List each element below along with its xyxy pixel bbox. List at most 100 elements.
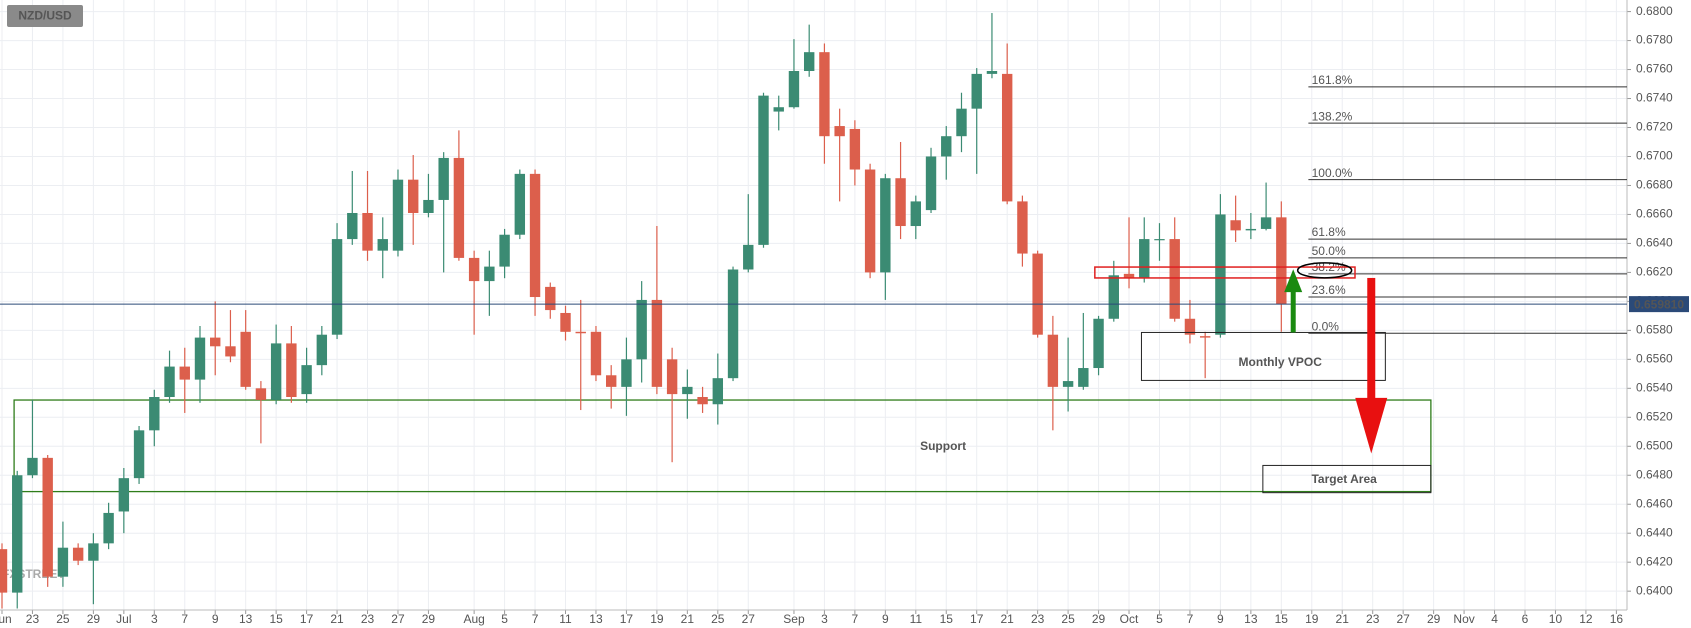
x-tick-label: 19 bbox=[1305, 612, 1319, 626]
candle-body bbox=[773, 107, 784, 112]
fib-label: 161.8% bbox=[1312, 73, 1353, 87]
candle-body bbox=[803, 52, 815, 71]
up-arrow-shaft bbox=[1290, 288, 1296, 333]
candle-body bbox=[1184, 318, 1196, 335]
x-tick-label: 12 bbox=[1579, 612, 1593, 626]
candle-body bbox=[545, 286, 556, 311]
y-tick-label: 0.6440 bbox=[1636, 525, 1673, 539]
x-tick-label: 15 bbox=[269, 612, 283, 626]
candle-body bbox=[1047, 334, 1059, 387]
candle-body bbox=[636, 299, 647, 360]
candle-body bbox=[42, 457, 53, 577]
x-tick-label: 9 bbox=[1217, 612, 1224, 626]
candle-body bbox=[286, 343, 297, 398]
x-tick-label: 17 bbox=[620, 612, 634, 626]
candle-body bbox=[347, 212, 358, 240]
y-tick-label: 0.6800 bbox=[1636, 4, 1673, 18]
candle-body bbox=[453, 157, 465, 258]
x-tick-label: 4 bbox=[1491, 612, 1498, 626]
target-box bbox=[1262, 464, 1432, 494]
candle-body bbox=[408, 179, 419, 213]
x-tick-label: 27 bbox=[742, 612, 756, 626]
candle-body bbox=[423, 199, 434, 213]
candle-body bbox=[0, 549, 8, 593]
candle-body bbox=[788, 70, 800, 108]
x-tick-label: 23 bbox=[361, 612, 375, 626]
candle-body bbox=[651, 299, 663, 387]
x-tick-label: 23 bbox=[1031, 612, 1045, 626]
x-tick-label: 23 bbox=[1366, 612, 1380, 626]
candle-body bbox=[575, 331, 586, 334]
candle-body bbox=[194, 337, 206, 380]
x-tick-label: 21 bbox=[681, 612, 695, 626]
fib-label: 100.0% bbox=[1312, 166, 1353, 180]
x-tick-label: 21 bbox=[1336, 612, 1350, 626]
x-tick-label: 7 bbox=[852, 612, 859, 626]
candle-body bbox=[57, 547, 69, 577]
fib-label: 50.0% bbox=[1312, 244, 1346, 258]
x-tick-label: 23 bbox=[26, 612, 40, 626]
candle-body bbox=[1001, 73, 1013, 202]
y-tick-label: 0.6780 bbox=[1636, 33, 1673, 47]
support-label: Support bbox=[920, 439, 966, 453]
candle-body bbox=[925, 156, 937, 211]
candle-body bbox=[1276, 217, 1287, 305]
candle-body bbox=[971, 73, 982, 109]
candle-body bbox=[1260, 217, 1272, 229]
candle-body bbox=[88, 543, 99, 561]
candle-body bbox=[27, 457, 38, 476]
x-tick-label: Sep bbox=[783, 612, 805, 626]
y-tick-label: 0.6460 bbox=[1636, 496, 1673, 510]
candle-body bbox=[438, 157, 449, 200]
x-tick-label: 25 bbox=[711, 612, 725, 626]
candle-body bbox=[225, 346, 236, 357]
x-tick-label: 29 bbox=[1427, 612, 1441, 626]
candle-body bbox=[1230, 220, 1241, 231]
symbol-badge bbox=[7, 5, 83, 27]
x-tick-label: 17 bbox=[970, 612, 984, 626]
candle-body bbox=[1169, 239, 1180, 319]
x-tick-label: 3 bbox=[151, 612, 158, 626]
candle-body bbox=[164, 366, 175, 398]
candle-body bbox=[743, 244, 754, 270]
y-tick-label: 0.6680 bbox=[1636, 178, 1673, 192]
y-tick-label: 0.6740 bbox=[1636, 91, 1673, 105]
symbol-label: NZD/USD bbox=[18, 9, 72, 23]
candle-body bbox=[621, 359, 632, 387]
y-tick-label: 0.6640 bbox=[1636, 236, 1673, 250]
down-arrow-shaft bbox=[1367, 277, 1376, 401]
candle-body bbox=[377, 239, 388, 251]
y-tick-label: 0.6540 bbox=[1636, 380, 1673, 394]
x-tick-label: 21 bbox=[330, 612, 344, 626]
y-tick-label: 0.6760 bbox=[1636, 62, 1673, 76]
y-tick-label: 0.6700 bbox=[1636, 149, 1673, 163]
candle-body bbox=[210, 337, 221, 347]
y-tick-label: 0.6480 bbox=[1636, 467, 1673, 481]
candle-body bbox=[1108, 275, 1119, 319]
x-tick-label: 9 bbox=[212, 612, 219, 626]
candle-body bbox=[590, 331, 602, 376]
candle-body bbox=[712, 378, 724, 405]
x-tick-label: 7 bbox=[1187, 612, 1194, 626]
x-tick-label: 29 bbox=[87, 612, 101, 626]
candle-body bbox=[72, 547, 84, 561]
candle-body bbox=[118, 478, 130, 512]
x-tick-label: 29 bbox=[1092, 612, 1106, 626]
x-tick-label: 6 bbox=[1522, 612, 1529, 626]
x-tick-label: 11 bbox=[910, 612, 923, 626]
x-tick-label: 13 bbox=[589, 612, 603, 626]
resistance-zone bbox=[1094, 266, 1356, 279]
candle-body bbox=[1215, 214, 1226, 335]
candle-body bbox=[301, 365, 312, 395]
x-tick-label: 11 bbox=[559, 612, 572, 626]
x-tick-label: 5 bbox=[501, 612, 508, 626]
x-tick-label: 27 bbox=[391, 612, 405, 626]
last-price-label: 0.659810 bbox=[1634, 297, 1684, 311]
candle-body bbox=[316, 334, 328, 366]
x-tick-label: 3 bbox=[821, 612, 828, 626]
fib-highlight bbox=[1296, 262, 1353, 279]
x-tick-label: 27 bbox=[1396, 612, 1410, 626]
x-tick-label: 17 bbox=[300, 612, 314, 626]
candle-body bbox=[682, 386, 693, 395]
